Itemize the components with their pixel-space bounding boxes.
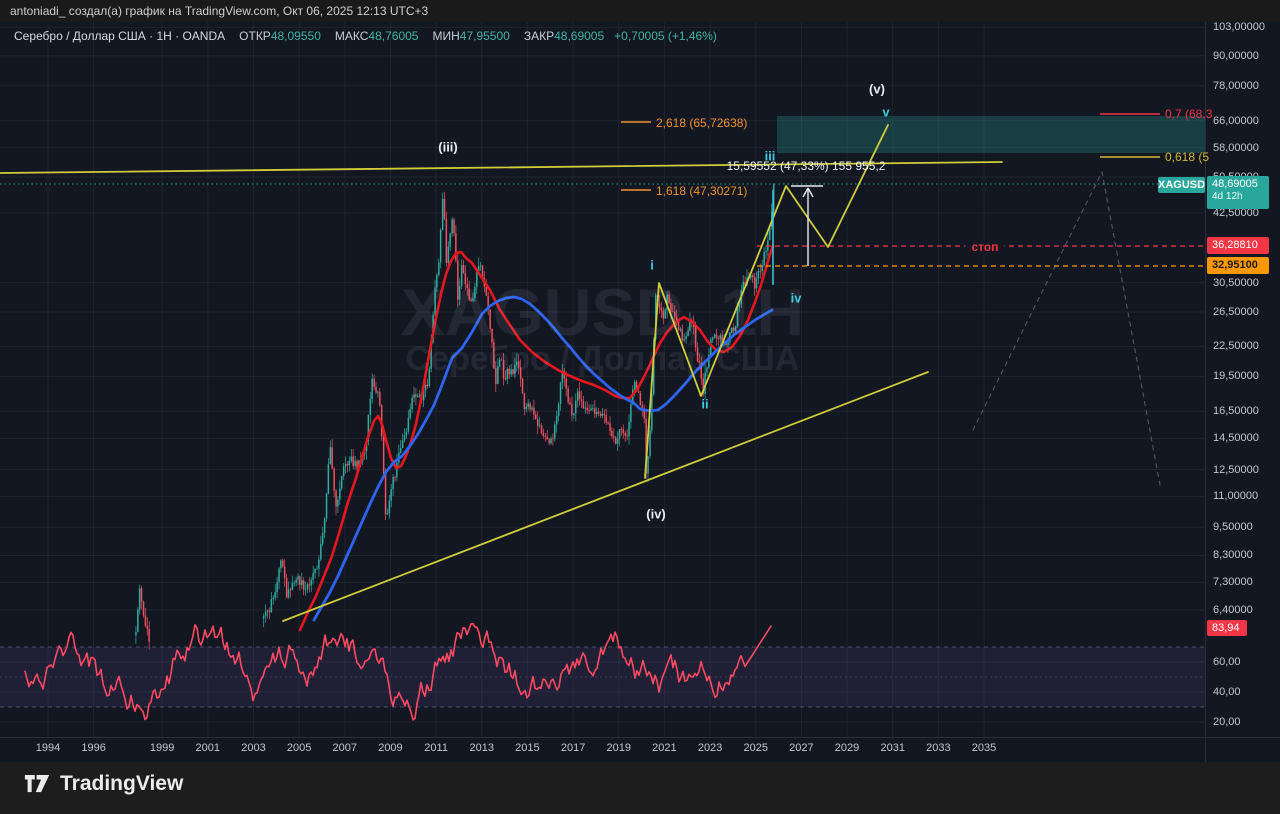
year-tick-label: 2015 (515, 742, 540, 754)
year-tick-label: 2011 (424, 742, 448, 754)
year-tick-label: 2029 (834, 742, 860, 754)
rsi-value-badge: 83,94 (1207, 620, 1247, 636)
footer-bar: TradingView (0, 762, 1280, 814)
elliott-wave-label-iv[interactable]: (iv) (646, 506, 666, 522)
tradingview-logo-text: TradingView (60, 772, 184, 795)
year-tick-label: 2005 (286, 742, 312, 754)
year-tick-label: 2009 (378, 742, 403, 754)
year-tick-label: 2013 (469, 742, 495, 754)
elliott-wave-label-iii[interactable]: (iii) (438, 139, 458, 155)
year-tick-label: 1994 (35, 742, 61, 754)
price-tick-label: 58,00000 (1213, 141, 1259, 154)
year-tick-label: 2017 (560, 742, 586, 754)
bar-countdown: 4d 12h (1212, 191, 1243, 202)
rsi-tick-label: 20,00 (1213, 716, 1241, 728)
rsi-tick-label: 60,00 (1213, 656, 1241, 668)
measure-tool-label[interactable]: 15,59552 (47,33%) 155 955,2 (726, 159, 886, 173)
year-tick-label: 2019 (606, 742, 631, 754)
chart-region[interactable]: Серебро / Доллар США · 1Н · OANDA ОТКР48… (0, 21, 1280, 762)
chart-canvas[interactable] (0, 22, 1280, 762)
price-tick-label: 78,00000 (1213, 79, 1259, 92)
year-tick-label: 2023 (697, 742, 723, 754)
price-tick-label: 19,50000 (1213, 370, 1259, 383)
price-tick-label: 9,50000 (1213, 521, 1253, 534)
last-price-value: 48,69005 (1212, 178, 1258, 190)
price-change: +0,70005 (+1,46%) (614, 29, 717, 43)
price-tick-label: 66,00000 (1213, 114, 1259, 127)
stop-level-label[interactable]: стоп (965, 240, 1005, 254)
elliott-wave-label-i[interactable]: i (650, 257, 654, 273)
year-tick-label: 2027 (789, 742, 814, 754)
price-tick-label: 6,40000 (1213, 604, 1253, 616)
year-tick-label: 2025 (743, 742, 768, 754)
elliott-wave-label-ii[interactable]: ii (701, 396, 709, 412)
last-price-symbol-badge: XAGUSD (1158, 177, 1206, 193)
price-tick-label: 22,50000 (1213, 340, 1259, 353)
fib-retracement-label-07[interactable]: 0,7 (68,3 (1165, 107, 1213, 121)
tradingview-logo-icon (24, 775, 50, 793)
year-tick-label: 2035 (971, 742, 997, 754)
price-tick-label: 11,00000 (1213, 490, 1259, 503)
ohlc-close: ЗАКР48,69005 (523, 29, 605, 43)
time-axis-border (0, 737, 1280, 738)
price-tick-label: 14,50000 (1213, 432, 1259, 445)
price-tick-label: 12,50000 (1213, 463, 1259, 476)
year-tick-label: 2031 (880, 742, 905, 754)
year-tick-label: 2021 (652, 742, 677, 754)
price-tick-label: 90,00000 (1213, 49, 1259, 62)
year-tick-label: 2007 (332, 742, 358, 754)
price-tick-label: 8,30000 (1213, 549, 1253, 562)
symbol-legend: Серебро / Доллар США · 1Н · OANDA ОТКР48… (14, 29, 717, 43)
fib-retracement-label-0618[interactable]: 0,618 (5 (1165, 150, 1210, 164)
price-axis-border (1205, 22, 1206, 762)
price-tick-label: 42,50000 (1213, 206, 1259, 219)
last-price-badge: 48,69005 4d 12h (1207, 176, 1269, 209)
elliott-wave-label-iii[interactable]: iii (764, 148, 776, 164)
year-tick-label: 2033 (926, 742, 951, 754)
price-tick-label: 103,00000 (1213, 21, 1265, 34)
elliott-wave-label-v[interactable]: v (882, 104, 890, 120)
attribution-bar: antoniadi_ создал(а) график на TradingVi… (0, 0, 1280, 22)
year-tick-label: 2003 (241, 742, 266, 754)
ohlc-low: МИН47,95500 (432, 29, 510, 43)
elliott-wave-label-iv[interactable]: iv (790, 290, 802, 306)
price-tick-label: 26,50000 (1213, 306, 1259, 319)
fib-extension-label-2618[interactable]: 2,618 (65,72638) (656, 116, 748, 130)
symbol-title[interactable]: Серебро / Доллар США · 1Н · OANDA (14, 29, 226, 43)
price-tick-label: 7,30000 (1213, 576, 1253, 589)
price-tick-label: 16,50000 (1213, 405, 1259, 418)
year-tick-label: 2001 (195, 742, 221, 754)
year-tick-label: 1996 (81, 742, 106, 754)
attribution-text: antoniadi_ создал(а) график на TradingVi… (10, 4, 429, 18)
year-tick-label: 1999 (149, 742, 175, 754)
tradingview-logo[interactable]: TradingView (24, 772, 183, 796)
ohlc-high: МАКС48,76005 (334, 29, 419, 43)
elliott-wave-label-v[interactable]: (v) (869, 81, 885, 97)
fib-extension-label-1618[interactable]: 1,618 (47,30271) (656, 184, 748, 198)
entry-price-badge: 32,95100 (1207, 257, 1269, 274)
rsi-tick-label: 40,00 (1213, 686, 1241, 698)
price-tick-label: 30,50000 (1213, 276, 1259, 289)
stop-price-badge: 36,28810 (1207, 237, 1269, 254)
ohlc-open: ОТКР48,09550 (239, 29, 321, 43)
